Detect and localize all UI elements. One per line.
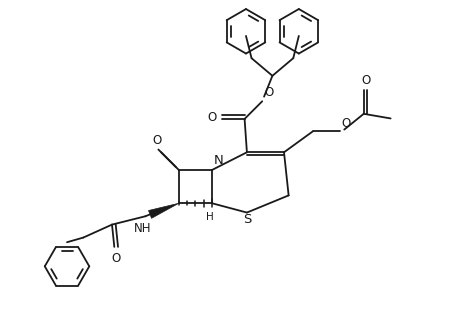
Text: O: O bbox=[207, 110, 217, 124]
Text: O: O bbox=[152, 134, 161, 147]
Text: O: O bbox=[361, 74, 370, 87]
Text: N: N bbox=[214, 154, 224, 167]
Text: NH: NH bbox=[134, 222, 152, 235]
Text: O: O bbox=[111, 252, 121, 266]
Polygon shape bbox=[149, 203, 179, 218]
Text: H: H bbox=[206, 212, 214, 222]
Text: O: O bbox=[342, 117, 351, 129]
Text: O: O bbox=[264, 85, 274, 99]
Text: S: S bbox=[243, 213, 251, 227]
